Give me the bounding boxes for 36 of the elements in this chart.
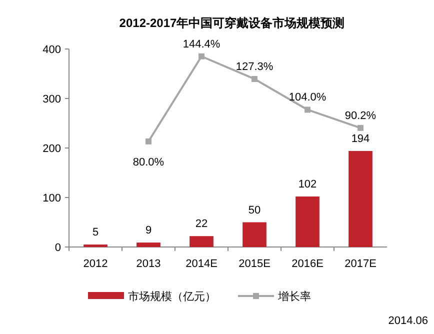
data-label: 80.0%	[132, 156, 164, 168]
x-tick-label: 2014E	[186, 258, 218, 270]
text: 2014.06	[388, 315, 428, 327]
bar	[348, 150, 372, 247]
point	[252, 76, 258, 82]
legend-label: 增长率	[277, 290, 311, 303]
bar	[296, 196, 320, 247]
point	[304, 106, 310, 113]
point	[198, 53, 204, 60]
y-tick-label: 200	[42, 143, 61, 155]
y-tick-label: 0	[54, 242, 61, 254]
data-label: 127.3%	[236, 60, 274, 73]
data-label: 194	[351, 132, 370, 145]
x-tick-label: 2013	[136, 258, 161, 270]
data-label: 90.2%	[344, 110, 376, 122]
chart-title: 2012-2017年中国可穿戴设备市场规模预测	[119, 16, 345, 30]
y-tick-label: 100	[42, 192, 61, 204]
point	[146, 138, 152, 144]
legend-label: 市场规模（亿元）	[128, 290, 216, 303]
y-tick-label: 400	[42, 44, 61, 56]
bar	[242, 222, 266, 247]
data-label: 5	[92, 226, 99, 239]
data-label: 144.4%	[182, 38, 220, 50]
data-label: 50	[248, 204, 261, 216]
x-tick-label: 2015E	[238, 258, 270, 270]
y-tick-label: 300	[42, 94, 61, 106]
x-tick-label: 2012	[83, 258, 108, 270]
bar	[190, 236, 214, 247]
bar	[136, 242, 160, 247]
data-label: 102	[298, 178, 317, 191]
point	[358, 124, 364, 131]
x-tick-label: 2017E	[344, 258, 376, 270]
data-label: 9	[145, 224, 152, 237]
data-label: 22	[195, 218, 208, 230]
x-tick-label: 2016E	[292, 258, 324, 270]
data-label: 104.0%	[288, 92, 326, 104]
